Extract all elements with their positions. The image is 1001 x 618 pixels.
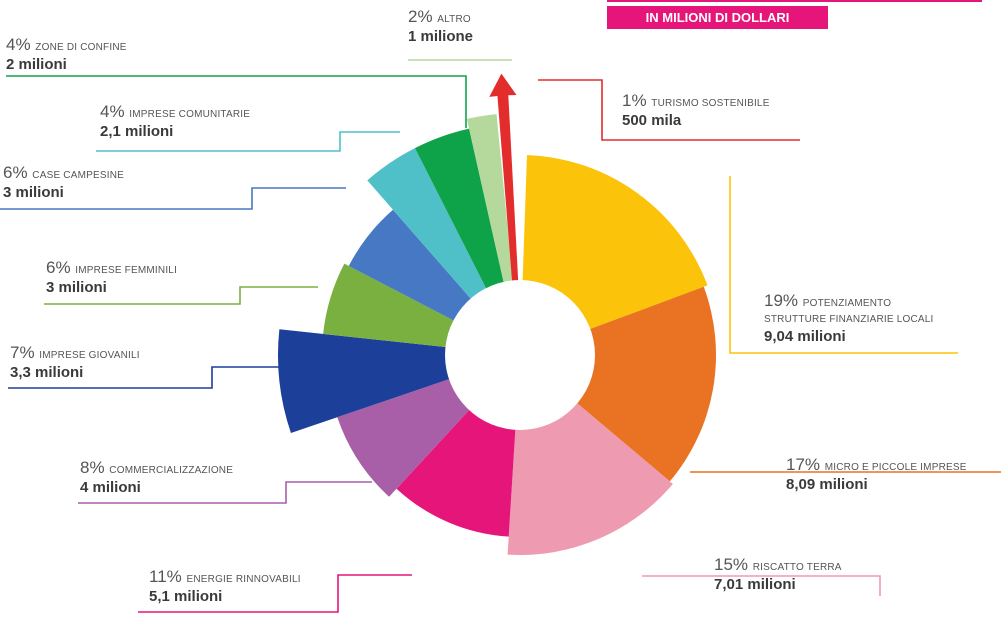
- leader-line-case: [0, 187, 346, 210]
- leader-line-energie: [138, 574, 412, 613]
- label-turismo: 1% TURISMO SOSTENIBILE 500 mila: [622, 91, 770, 129]
- label-category: MICRO E PICCOLE IMPRESE: [825, 462, 967, 473]
- label-category: IMPRESE GIOVANILI: [39, 350, 139, 361]
- label-energie: 11% ENERGIE RINNOVABILI 5,1 milioni: [149, 567, 301, 605]
- label-commerc: 8% COMMERCIALIZZAZIONE 4 milioni: [80, 458, 233, 496]
- leader-line-riscatto: [642, 575, 881, 596]
- label-percent: 2%: [408, 7, 437, 26]
- slice-altro: [466, 114, 513, 283]
- label-group: 19% POTENZIAMENTO STRUTTURE FINANZIARIE L…: [3, 7, 967, 605]
- label-category: POTENZIAMENTO: [803, 298, 892, 309]
- leader-line-turismo: [538, 79, 800, 141]
- label-category: RISCATTO TERRA: [753, 562, 842, 573]
- slice-confine: [414, 128, 504, 290]
- slice-group: [278, 73, 717, 556]
- label-confine: 4% ZONE DI CONFINE 2 milioni: [6, 35, 127, 73]
- label-amount: 5,1 milioni: [149, 588, 222, 605]
- label-percent: 15%: [714, 555, 753, 574]
- label-amount: 8,09 milioni: [786, 476, 868, 493]
- slice-strutture: [522, 155, 708, 330]
- leader-line-comunitarie: [96, 131, 400, 152]
- label-category: IMPRESE COMUNITARIE: [129, 109, 250, 120]
- label-amount: 500 mila: [622, 112, 682, 129]
- label-femminili: 6% IMPRESE FEMMINILI 3 milioni: [46, 258, 177, 296]
- slice-turismo-arrow: [489, 73, 519, 282]
- label-amount: 3,3 milioni: [10, 364, 83, 381]
- label-comunitarie: 4% IMPRESE COMUNITARIE 2,1 milioni: [100, 102, 250, 140]
- label-amount: 3 milioni: [3, 184, 64, 201]
- label-category: ZONE DI CONFINE: [35, 42, 126, 53]
- label-category: IMPRESE FEMMINILI: [75, 265, 177, 276]
- leader-line-commerc: [78, 481, 372, 504]
- label-percent: 7%: [10, 343, 39, 362]
- label-amount: 3 milioni: [46, 279, 107, 296]
- label-amount: 1 milione: [408, 28, 473, 45]
- label-percent: 8%: [80, 458, 109, 477]
- label-amount: 7,01 milioni: [714, 576, 796, 593]
- chart-subtitle: IN MILIONI DI DOLLARI: [607, 6, 828, 29]
- slice-energie: [396, 409, 516, 537]
- label-strutture: 19% POTENZIAMENTO STRUTTURE FINANZIARIE L…: [764, 291, 934, 345]
- label-category: ENERGIE RINNOVABILI: [187, 574, 301, 585]
- label-percent: 11%: [149, 567, 187, 586]
- label-amount: 2,1 milioni: [100, 123, 173, 140]
- label-percent: 4%: [100, 102, 129, 121]
- slice-commerc: [337, 378, 470, 497]
- slice-turismo: [489, 73, 519, 282]
- leader-line-giovanili: [8, 366, 282, 389]
- label-category: CASE CAMPESINE: [32, 170, 124, 181]
- label-percent: 6%: [46, 258, 75, 277]
- slice-case: [348, 209, 472, 321]
- label-giovanili: 7% IMPRESE GIOVANILI 3,3 milioni: [10, 343, 140, 381]
- slice-giovanili: [278, 329, 450, 433]
- label-percent: 19%: [764, 291, 803, 310]
- label-percent: 1%: [622, 91, 651, 110]
- label-category: COMMERCIALIZZAZIONE: [109, 465, 233, 476]
- label-amount: 4 milioni: [80, 479, 141, 496]
- label-percent: 4%: [6, 35, 35, 54]
- label-category: ALTRO: [437, 14, 471, 25]
- subtitle-rule: [607, 0, 982, 2]
- label-amount: 2 milioni: [6, 56, 67, 73]
- center-hole: [445, 280, 595, 430]
- slice-micro: [576, 286, 717, 482]
- slice-femminili: [323, 263, 455, 348]
- label-percent: 6%: [3, 163, 32, 182]
- label-riscatto: 15% RISCATTO TERRA 7,01 milioni: [714, 555, 842, 593]
- label-case: 6% CASE CAMPESINE 3 milioni: [3, 163, 124, 201]
- slice-comunitarie: [367, 148, 487, 300]
- label-micro: 17% MICRO E PICCOLE IMPRESE 8,09 milioni: [786, 455, 967, 493]
- leader-line-strutture: [729, 176, 958, 354]
- label-category-line2: STRUTTURE FINANZIARIE LOCALI: [764, 314, 934, 325]
- label-percent: 17%: [786, 455, 825, 474]
- label-category: TURISMO SOSTENIBILE: [651, 98, 769, 109]
- leader-line-group: [0, 59, 1001, 613]
- leader-line-femminili: [44, 286, 318, 305]
- slice-riscatto: [507, 402, 673, 556]
- leader-line-confine: [6, 75, 467, 128]
- label-amount: 9,04 milioni: [764, 328, 846, 345]
- label-altro: 2% ALTRO 1 milione: [408, 7, 473, 45]
